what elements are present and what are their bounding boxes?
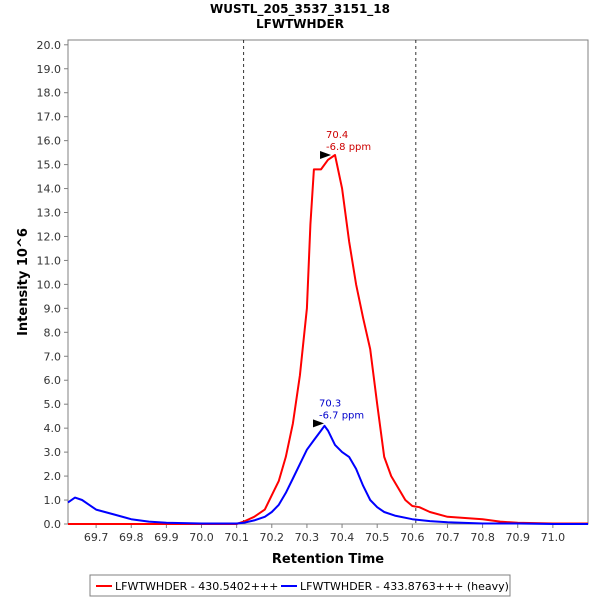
y-tick-label: 3.0: [44, 446, 62, 459]
x-tick-label: 70.7: [435, 531, 460, 544]
series-line-1: [67, 424, 588, 525]
legend-item-light: LFWTWHDER - 430.5402+++: [115, 580, 278, 593]
x-axis-label: Retention Time: [272, 552, 384, 567]
y-tick-label: 20.0: [37, 39, 62, 52]
peak-time-label: 70.3: [319, 398, 341, 409]
y-tick-label: 8.0: [44, 326, 62, 339]
legend: LFWTWHDER - 430.5402+++ LFWTWHDER - 433.…: [89, 574, 511, 597]
x-tick-label: 70.8: [470, 531, 495, 544]
y-axis-ticks: 0.0 1.0 2.0 3.0 4.0 5.0 6.0 7.0 8.0 9.0 10.0 11.0 12…: [37, 39, 68, 531]
peak-time-label: 70.4: [326, 130, 348, 141]
chart-title: WUSTL_205_3537_3151_18: [210, 2, 390, 17]
x-tick-label: 69.9: [154, 531, 179, 544]
peak-ppm-label: -6.7 ppm: [319, 410, 364, 421]
y-tick-label: 12.0: [37, 230, 62, 243]
y-tick-label: 16.0: [37, 135, 62, 148]
peak-marker-icon: [313, 419, 324, 428]
y-tick-label: 9.0: [44, 302, 62, 315]
peak-marker-icon: [320, 151, 332, 160]
y-tick-label: 11.0: [37, 254, 62, 267]
chart-subtitle: LFWTWHDER: [256, 17, 344, 31]
y-tick-label: 15.0: [37, 159, 62, 172]
y-tick-label: 10.0: [37, 278, 62, 291]
y-tick-label: 13.0: [37, 207, 62, 220]
y-tick-label: 14.0: [37, 183, 62, 196]
x-tick-label: 70.4: [330, 531, 355, 544]
x-tick-label: 70.5: [365, 531, 390, 544]
x-tick-label: 70.9: [505, 531, 530, 544]
x-axis-ticks: 69.7 69.8 69.9 70.0 70.1 70.2 70.3 70.4 70.5 70.6…: [84, 524, 565, 544]
series-line-0: [68, 154, 588, 525]
legend-box: [89, 574, 511, 597]
x-tick-label: 69.8: [119, 531, 144, 544]
x-tick-label: 70.6: [400, 531, 425, 544]
y-axis-label: Intensity 10^6: [16, 228, 31, 336]
y-tick-label: 17.0: [37, 111, 62, 124]
y-tick-label: 0.0: [44, 518, 62, 531]
x-tick-label: 71.0: [541, 531, 566, 544]
peak-ppm-label: -6.8 ppm: [326, 142, 371, 153]
y-tick-label: 4.0: [44, 422, 62, 435]
integration-boundaries: [243, 40, 417, 524]
y-tick-label: 6.0: [44, 374, 62, 387]
x-tick-label: 70.2: [260, 531, 285, 544]
x-tick-label: 69.7: [84, 531, 109, 544]
y-tick-label: 18.0: [37, 87, 62, 100]
y-tick-label: 2.0: [44, 470, 62, 483]
y-tick-label: 1.0: [44, 494, 62, 507]
y-tick-label: 19.0: [37, 63, 62, 76]
x-tick-label: 70.1: [224, 531, 249, 544]
y-tick-label: 5.0: [44, 398, 62, 411]
plot-area: [67, 39, 589, 525]
series-lines: [67, 154, 588, 525]
x-tick-label: 70.3: [295, 531, 320, 544]
y-tick-label: 7.0: [44, 350, 62, 363]
legend-item-heavy: LFWTWHDER - 433.8763+++ (heavy): [300, 580, 509, 593]
x-tick-label: 70.0: [189, 531, 214, 544]
peak-annotations: 70.4-6.8 ppm 70.3-6.7 ppm: [313, 130, 371, 428]
